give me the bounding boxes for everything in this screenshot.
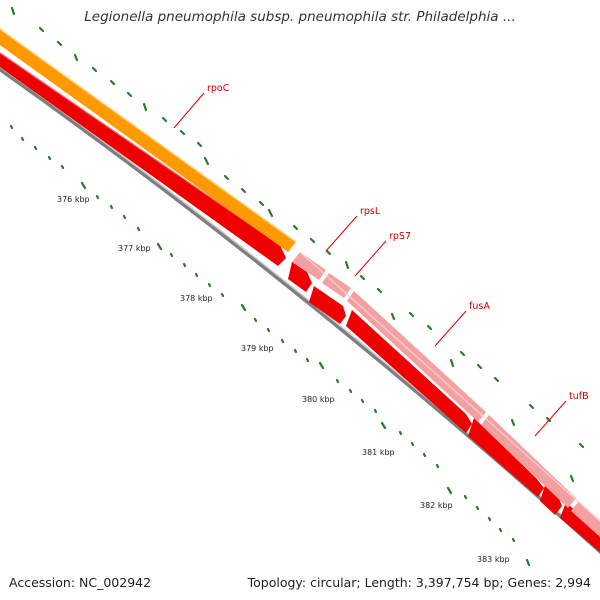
cds-segment[interactable] bbox=[560, 502, 600, 552]
tick-label: 381 kbp bbox=[362, 448, 395, 457]
gene-labels: rpoC rpsL rpS7 fusA tufB bbox=[173, 83, 589, 437]
leader-line bbox=[534, 400, 567, 437]
cds-segment[interactable] bbox=[346, 310, 472, 433]
leader-line bbox=[173, 92, 205, 129]
scale-labels: 376 kbp 377 kbp 378 kbp 379 kbp 380 kbp … bbox=[57, 195, 510, 564]
outer-tick-row bbox=[10, 6, 585, 483]
leader-line bbox=[434, 310, 467, 347]
tick-label: 378 kbp bbox=[180, 294, 213, 303]
cds-segment[interactable] bbox=[0, 46, 286, 266]
tick-label: 383 kbp bbox=[477, 555, 510, 564]
gene-next-bar[interactable] bbox=[571, 501, 600, 546]
gene-rpsL-bar[interactable] bbox=[292, 252, 326, 280]
tick-label: 377 kbp bbox=[118, 244, 151, 253]
gene-tufB-bar[interactable] bbox=[481, 415, 576, 508]
cds-segment[interactable] bbox=[288, 262, 312, 292]
gene-label-tufB[interactable]: tufB bbox=[569, 391, 589, 402]
gene-label-fusA[interactable]: fusA bbox=[469, 301, 490, 312]
gene-rpoC-bar[interactable] bbox=[0, 22, 296, 252]
gene-label-rpoC[interactable]: rpoC bbox=[207, 83, 230, 94]
leader-line bbox=[325, 215, 358, 252]
gene-label-rpsL[interactable]: rpsL bbox=[360, 206, 381, 217]
genome-stats-label: Topology: circular; Length: 3,397,754 bp… bbox=[247, 575, 591, 590]
tick-label: 380 kbp bbox=[302, 395, 335, 404]
cds-segment[interactable] bbox=[309, 286, 346, 324]
genome-backbone bbox=[0, 66, 600, 555]
tick-label: 376 kbp bbox=[57, 195, 90, 204]
gene-track bbox=[0, 22, 600, 546]
leader-line bbox=[354, 240, 387, 277]
scale-tick-row bbox=[9, 124, 531, 567]
tick-label: 382 kbp bbox=[420, 501, 453, 510]
accession-label: Accession: NC_002942 bbox=[9, 575, 152, 590]
gene-label-rpS7[interactable]: rpS7 bbox=[389, 231, 411, 242]
cds-track bbox=[0, 46, 600, 552]
cds-segment[interactable] bbox=[468, 418, 544, 497]
map-title: Legionella pneumophila subsp. pneumophil… bbox=[84, 9, 516, 25]
tick-label: 379 kbp bbox=[241, 344, 274, 353]
cds-segment[interactable] bbox=[540, 482, 562, 515]
